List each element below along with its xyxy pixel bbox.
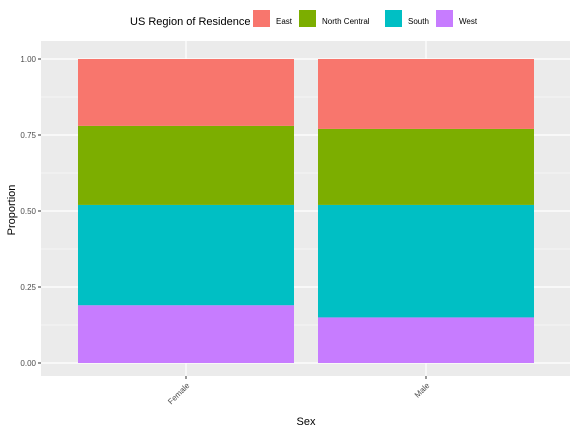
- bar-segment-female-south: [78, 204, 294, 306]
- x-tick-label: Female: [166, 381, 192, 407]
- legend-label: East: [276, 17, 293, 26]
- bar-segment-male-south: [318, 204, 534, 318]
- legend-label: West: [459, 17, 478, 26]
- y-tick-label: 1.00: [20, 55, 36, 64]
- bar-segment-female-east: [78, 59, 294, 126]
- y-axis-label: Proportion: [6, 185, 18, 236]
- y-tick-label: 0.75: [20, 131, 36, 140]
- bars: [78, 59, 534, 363]
- bar-segment-female-north-central: [78, 125, 294, 205]
- legend-key-west: [436, 10, 453, 27]
- bar-segment-male-west: [318, 317, 534, 363]
- bar-segment-female-west: [78, 305, 294, 363]
- legend-key-north-central: [299, 10, 316, 27]
- legend-key-south: [385, 10, 402, 27]
- legend-label: North Central: [322, 17, 370, 26]
- x-tick-label: Male: [413, 381, 432, 400]
- y-axis: 0.00 0.25 0.50 0.75 1.00: [20, 55, 41, 368]
- y-tick-label: 0.25: [20, 283, 36, 292]
- legend-key-east: [253, 10, 270, 27]
- y-tick-label: 0.00: [20, 359, 36, 368]
- bar-segment-male-east: [318, 59, 534, 129]
- x-axis: Female Male: [166, 376, 432, 406]
- bar-segment-male-north-central: [318, 128, 534, 205]
- y-tick-label: 0.50: [20, 207, 36, 216]
- legend-title: US Region of Residence: [130, 16, 250, 28]
- x-axis-label: Sex: [297, 416, 316, 428]
- legend: US Region of Residence East North Central…: [130, 10, 478, 28]
- legend-label: South: [408, 17, 429, 26]
- legend-entries: East North Central South West: [253, 10, 478, 27]
